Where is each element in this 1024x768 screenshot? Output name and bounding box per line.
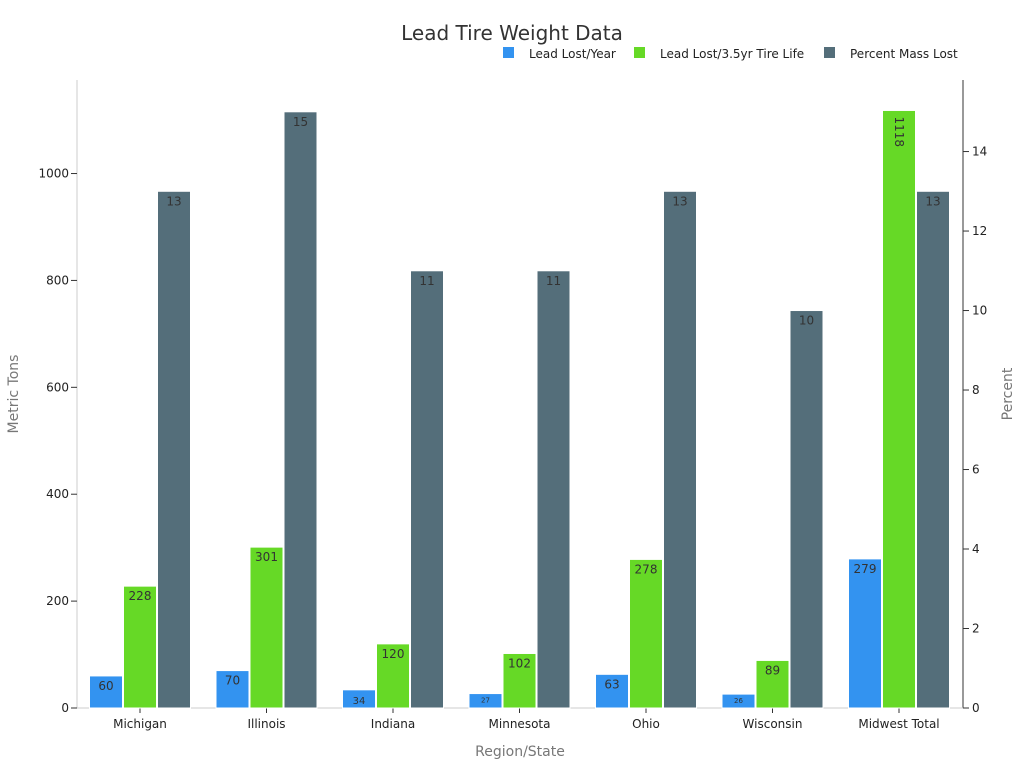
y-axis-right: 0 2 4 6 8 10 12 14 <box>962 80 987 715</box>
data-label: 11 <box>546 274 561 288</box>
y2-tick-label: 14 <box>972 145 987 159</box>
x-tick-label: Illinois <box>247 717 285 731</box>
data-label: 89 <box>765 663 780 677</box>
y-axis-title: Metric Tons <box>6 355 22 434</box>
y2-tick-label: 8 <box>972 383 980 397</box>
legend-swatch <box>503 47 514 58</box>
data-label: 15 <box>293 115 308 129</box>
legend-label: Lead Lost/3.5yr Tire Life <box>660 47 804 61</box>
data-label: 27 <box>481 697 490 705</box>
data-label: 63 <box>604 677 619 691</box>
bar <box>916 190 950 709</box>
data-label: 11 <box>419 274 434 288</box>
legend-swatch <box>824 47 835 58</box>
y-tick-label: 800 <box>46 273 69 287</box>
bar <box>157 190 191 709</box>
y-tick-label: 0 <box>61 701 69 715</box>
y-tick-label: 600 <box>46 380 69 394</box>
data-label: 120 <box>382 647 405 661</box>
data-label: 34 <box>353 696 366 707</box>
bar <box>376 643 410 709</box>
bar <box>536 270 571 709</box>
y2-axis-title: Percent <box>1000 367 1016 420</box>
data-label: 70 <box>225 674 240 688</box>
data-label: 60 <box>98 679 113 693</box>
x-axis: Michigan Illinois Indiana Minnesota Ohio Wisc… <box>77 707 963 731</box>
y2-tick-label: 2 <box>972 622 980 636</box>
legend-swatch <box>634 47 645 58</box>
bar <box>249 546 284 709</box>
x-tick-label: Wisconsin <box>743 717 803 731</box>
x-tick-label: Minnesota <box>489 717 551 731</box>
data-label: 10 <box>799 314 814 328</box>
bar <box>595 673 629 709</box>
bar <box>882 109 916 709</box>
bar <box>502 652 537 709</box>
bars: 60 228 13 70 301 15 34 120 11 27 102 11 63 278 13 26 89 1… <box>89 109 950 709</box>
x-tick-label: Indiana <box>371 717 415 731</box>
bar <box>663 190 697 709</box>
data-label: 13 <box>166 194 181 208</box>
bar <box>755 659 790 709</box>
y2-tick-label: 4 <box>972 542 980 556</box>
data-label: 1118 <box>892 116 906 147</box>
y-axis-left: 0 200 400 600 800 1000 <box>38 80 78 715</box>
data-label: 102 <box>508 656 531 670</box>
data-label: 26 <box>734 697 743 705</box>
y2-tick-label: 12 <box>972 224 987 238</box>
legend-label: Percent Mass Lost <box>850 47 958 61</box>
bar <box>123 585 157 709</box>
bar <box>468 693 503 709</box>
x-tick-label: Ohio <box>632 717 660 731</box>
x-tick-label: Midwest Total <box>858 717 939 731</box>
bar <box>789 310 824 709</box>
y2-tick-label: 6 <box>972 463 980 477</box>
data-label: 228 <box>129 589 152 603</box>
y-tick-label: 1000 <box>38 167 69 181</box>
y-tick-label: 200 <box>46 594 69 608</box>
data-label: 279 <box>854 562 877 576</box>
y2-tick-label: 0 <box>972 701 980 715</box>
bar <box>410 270 444 709</box>
data-label: 278 <box>635 562 658 576</box>
chart-title: Lead Tire Weight Data <box>401 21 623 45</box>
data-label: 13 <box>672 194 687 208</box>
legend-label: Lead Lost/Year <box>529 47 616 61</box>
bar <box>89 675 123 709</box>
x-tick-label: Michigan <box>113 717 167 731</box>
y2-tick-label: 10 <box>972 304 987 318</box>
data-label: 13 <box>925 194 940 208</box>
data-label: 301 <box>255 550 278 564</box>
bar <box>721 693 756 709</box>
bar <box>342 689 376 709</box>
bar <box>215 670 250 709</box>
bar <box>283 111 318 709</box>
bar <box>629 558 663 709</box>
y-tick-label: 400 <box>46 487 69 501</box>
legend: Lead Lost/Year Lead Lost/3.5yr Tire Life P… <box>503 47 958 61</box>
x-axis-title: Region/State <box>475 744 565 760</box>
bar <box>848 558 882 709</box>
